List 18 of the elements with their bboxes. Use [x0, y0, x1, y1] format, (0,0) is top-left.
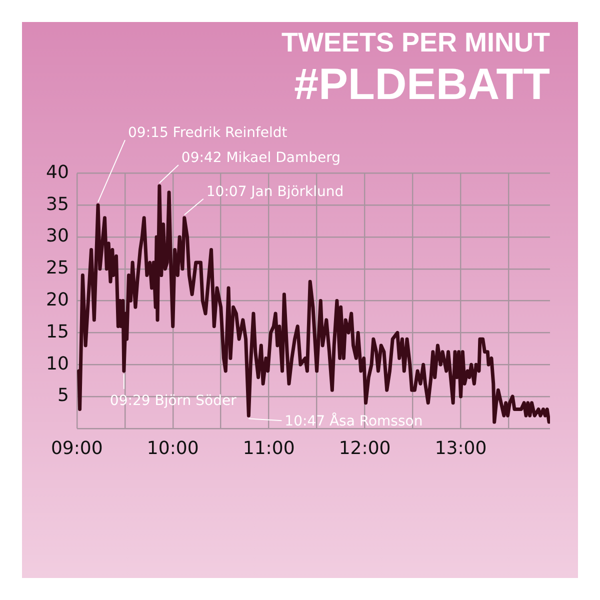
- y-tick-label: 10: [46, 353, 69, 374]
- y-tick-label: 30: [46, 226, 69, 247]
- y-tick-label: 25: [46, 258, 69, 279]
- chart-subtitle: #PLDEBATT: [294, 60, 550, 109]
- annotation: 09:42 Mikael Damberg: [181, 150, 340, 166]
- chart-title: TWEETS PER MINUT: [282, 28, 551, 58]
- x-tick-label: 10:00: [146, 438, 199, 459]
- x-tick-label: 11:00: [242, 438, 295, 459]
- x-tick-label: 12:00: [338, 438, 391, 459]
- y-tick-label: 40: [46, 162, 69, 183]
- y-tick-label: 15: [46, 321, 69, 342]
- x-tick-label: 13:00: [434, 438, 487, 459]
- y-tick-label: 5: [57, 385, 69, 406]
- y-tick-label: 35: [46, 194, 69, 215]
- annotation: 10:07 Jan Björklund: [206, 184, 344, 200]
- annotation: 09:15 Fredrik Reinfeldt: [128, 125, 288, 142]
- x-tick-label: 09:00: [50, 438, 103, 459]
- y-tick-label: 20: [46, 289, 69, 310]
